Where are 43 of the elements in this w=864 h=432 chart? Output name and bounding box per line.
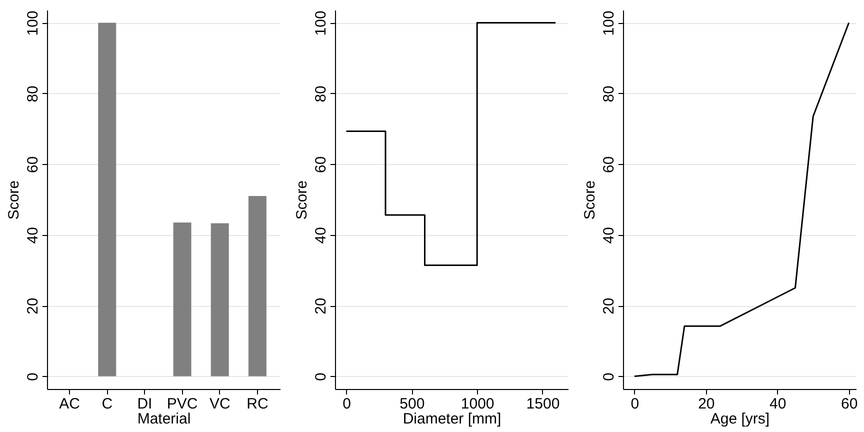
y-tick-label: 40	[600, 227, 618, 244]
y-tick-label: 20	[24, 298, 42, 314]
y-tick-label: 80	[24, 86, 42, 102]
y-tick-label: 100	[600, 10, 618, 36]
y-tick-label: 60	[312, 156, 330, 173]
x-axis-title: Material	[137, 410, 191, 428]
x-axis-title: Age [yrs]	[710, 410, 770, 428]
y-axis-title: Score	[582, 180, 598, 220]
y-tick-label: 60	[600, 156, 618, 173]
bar	[173, 222, 192, 376]
bar	[248, 196, 266, 376]
x-tick-label: AC	[59, 396, 80, 412]
y-tick-label: 60	[24, 156, 42, 173]
x-tick-label: 1000	[460, 396, 494, 412]
line-series	[634, 22, 850, 378]
x-tick-label: 0	[342, 396, 351, 412]
y-tick-label: 100	[24, 10, 42, 36]
x-tick-label: 0	[630, 396, 640, 412]
y-tick-label: 100	[312, 10, 330, 36]
y-tick-label: 20	[600, 298, 618, 314]
y-axis-title: Score	[6, 180, 22, 220]
y-tick-label: 0	[600, 372, 618, 381]
x-tick-label: 40	[770, 396, 786, 412]
y-tick-label: 40	[24, 227, 42, 244]
y-tick-label: 40	[312, 227, 330, 244]
y-tick-label: 0	[24, 372, 42, 381]
y-tick-label: 80	[600, 86, 618, 102]
x-tick-label: 60	[841, 396, 858, 412]
x-tick-label: C	[102, 396, 113, 412]
y-axis-title: Score	[294, 180, 310, 220]
x-tick-label: 500	[400, 396, 425, 412]
bar	[210, 223, 229, 376]
x-tick-label: DI	[137, 396, 152, 412]
y-tick-label: 80	[312, 86, 330, 102]
x-axis-title: Diameter [mm]	[402, 410, 502, 428]
bar	[98, 22, 116, 376]
x-tick-label: PVC	[166, 396, 198, 412]
y-tick-label: 20	[312, 298, 330, 314]
x-tick-label: RC	[246, 396, 268, 412]
x-tick-label: 1500	[526, 396, 560, 412]
y-tick-label: 0	[312, 372, 330, 381]
x-tick-label: VC	[209, 396, 230, 412]
x-tick-label: 20	[698, 396, 715, 412]
